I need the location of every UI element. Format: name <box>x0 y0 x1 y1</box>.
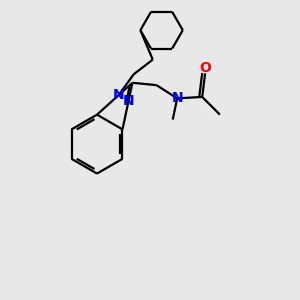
Text: O: O <box>199 61 211 75</box>
Text: N: N <box>113 88 125 102</box>
Text: N: N <box>171 92 183 105</box>
Text: N: N <box>123 94 134 108</box>
